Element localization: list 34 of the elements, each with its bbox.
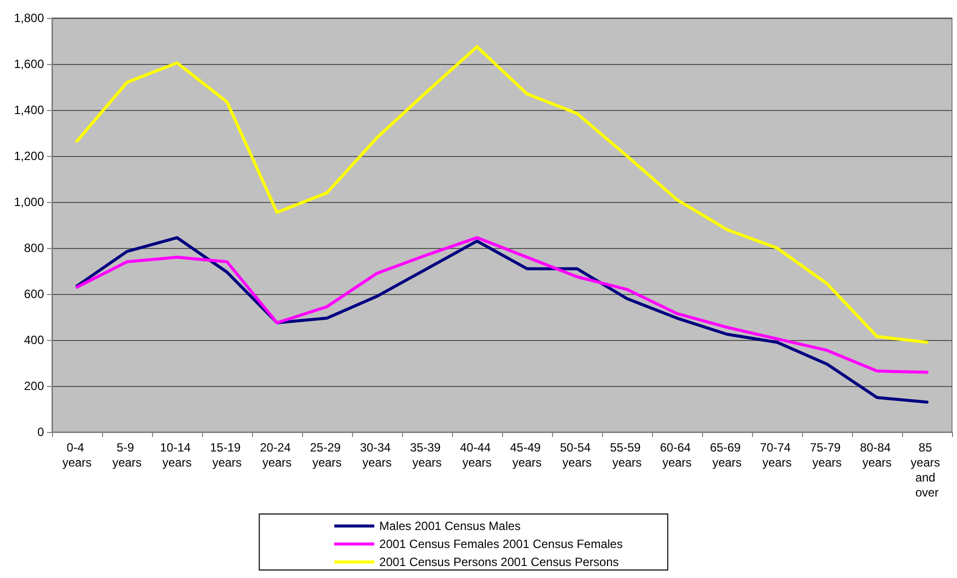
x-tick-label: 60-64 years	[660, 440, 694, 470]
legend-label: 2001 Census Females 2001 Census Females	[379, 537, 623, 551]
y-tick-label: 600	[24, 287, 44, 301]
y-tick-label: 1,400	[14, 103, 44, 117]
legend-label: 2001 Census Persons 2001 Census Persons	[379, 555, 619, 569]
x-tick-label: 35-39 years	[410, 440, 444, 470]
y-tick-label: 400	[24, 333, 44, 347]
y-tick-label: 1,800	[14, 11, 44, 25]
x-tick-label: 25-29 years	[310, 440, 344, 470]
line-series	[76, 45, 928, 344]
x-tick-label: 30-34 years	[360, 440, 394, 470]
x-tick-label: 80-84 years	[860, 440, 894, 470]
x-tick-label: 10-14 years	[160, 440, 194, 470]
x-tick-label: 50-54 years	[560, 440, 594, 470]
line-series	[76, 236, 928, 404]
x-tick-label: 75-79 years	[810, 440, 844, 470]
x-tick-label: 0-4 years	[62, 440, 92, 470]
x-tick-label: 85 years and over	[910, 440, 944, 500]
x-tick-label: 20-24 years	[260, 440, 294, 470]
line-series	[76, 236, 928, 374]
y-tick-label: 0	[37, 425, 44, 439]
x-tick-label: 40-44 years	[460, 440, 494, 470]
x-tick-label: 70-74 years	[760, 440, 794, 470]
x-tick-label: 65-69 years	[710, 440, 744, 470]
y-tick-label: 1,200	[14, 149, 44, 163]
y-tick-label: 1,000	[14, 195, 44, 209]
x-tick-label: 5-9 years	[112, 440, 142, 470]
y-tick-label: 800	[24, 241, 44, 255]
y-tick-label: 200	[24, 379, 44, 393]
x-tick-label: 55-59 years	[610, 440, 644, 470]
y-tick-label: 1,600	[14, 57, 44, 71]
x-tick-label: 15-19 years	[210, 440, 244, 470]
legend-label: Males 2001 Census Males	[379, 519, 521, 533]
x-tick-label: 45-49 years	[510, 440, 544, 470]
